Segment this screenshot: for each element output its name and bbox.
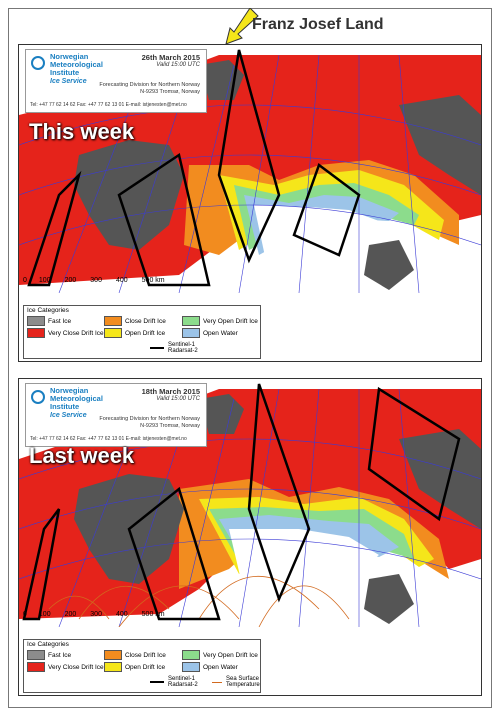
legend-title: Ice Categories xyxy=(27,641,69,648)
legend-label: Very Close Drift Ice xyxy=(48,329,104,337)
sentinel-legend: Sentinel-1 Radarsat-2 xyxy=(150,676,198,688)
sentinel-label: Sentinel-1 Radarsat-2 xyxy=(168,342,198,354)
institute-name: Norwegian Meteorological Institute xyxy=(50,386,103,411)
scale-tick: 100 xyxy=(38,277,51,284)
ice-chart-last-week: Norwegian Meteorological Institute Ice S… xyxy=(18,378,482,696)
open-drift-swatch xyxy=(104,328,122,338)
week-label: Last week xyxy=(29,443,135,468)
chart-date: 26th March 2015 xyxy=(141,53,200,62)
met-header: Norwegian Meteorological Institute Ice S… xyxy=(25,383,207,447)
scale-tick: 0 xyxy=(23,277,27,284)
very-close-drift-swatch xyxy=(27,328,45,338)
franz-josef-land-label: Franz Josef Land xyxy=(252,16,384,33)
legend-label: Very Open Drift Ice xyxy=(203,651,258,659)
legend-label: Very Open Drift Ice xyxy=(203,317,258,325)
legend-label: Very Close Drift Ice xyxy=(48,663,104,671)
legend-label: Open Water xyxy=(203,329,238,337)
institute-name: Norwegian Meteorological Institute xyxy=(50,52,103,77)
met-header: Norwegian Meteorological Institute Ice S… xyxy=(25,49,207,113)
legend-label: Open Drift Ice xyxy=(125,329,166,337)
close-drift-swatch xyxy=(104,316,122,326)
scale-tick: 0 xyxy=(23,611,27,618)
valid-time: Valid 15:00 UTC xyxy=(156,396,200,402)
service-name: Ice Service xyxy=(50,412,87,419)
scale-tick: 500 km xyxy=(141,277,165,284)
open-water-swatch xyxy=(182,328,200,338)
sentinel-legend: Sentinel-1 Radarsat-2 xyxy=(150,342,198,354)
open-water-swatch xyxy=(182,662,200,672)
division: Forecasting Division for Northern Norway xyxy=(99,82,200,88)
met-logo-icon xyxy=(31,56,45,70)
contact: Tel: +47 77 62 14 62 Fax: +47 77 62 13 0… xyxy=(30,102,187,108)
sst-legend: Sea Surface Temperature xyxy=(212,676,260,688)
callout-arrow-icon xyxy=(225,8,259,45)
legend-label: Open Drift Ice xyxy=(125,663,166,671)
legend-label: Close Drift Ice xyxy=(125,317,166,325)
scale-tick: 400 xyxy=(115,611,128,618)
chart-date: 18th March 2015 xyxy=(141,387,200,396)
very-open-drift-swatch xyxy=(182,316,200,326)
division: Forecasting Division for Northern Norway xyxy=(99,416,200,422)
very-open-drift-swatch xyxy=(182,650,200,660)
legend: Ice Categories Fast Ice Very Close Drift… xyxy=(23,305,261,359)
contact: Tel: +47 77 62 14 62 Fax: +47 77 62 13 0… xyxy=(30,436,187,442)
fast-ice-swatch xyxy=(27,316,45,326)
scale-tick: 100 xyxy=(38,611,51,618)
week-label: This week xyxy=(29,119,135,144)
legend-label: Close Drift Ice xyxy=(125,651,166,659)
sentinel-line-icon xyxy=(150,681,164,683)
very-close-drift-swatch xyxy=(27,662,45,672)
address: N-9293 Tromsø, Norway xyxy=(140,89,200,95)
address: N-9293 Tromsø, Norway xyxy=(140,423,200,429)
met-logo-icon xyxy=(31,390,45,404)
legend-label: Open Water xyxy=(203,663,238,671)
scale-tick: 200 xyxy=(64,277,77,284)
service-name: Ice Service xyxy=(50,78,87,85)
sst-label: Sea Surface Temperature xyxy=(226,676,260,688)
sentinel-line-icon xyxy=(150,347,164,349)
legend: Ice Categories Fast Ice Very Close Drift… xyxy=(23,639,261,693)
scale-tick: 300 xyxy=(90,611,102,618)
scale-bar: 0 100 200 300 400 500 km xyxy=(23,277,165,284)
legend-title: Ice Categories xyxy=(27,307,69,314)
legend-label: Fast Ice xyxy=(48,317,72,325)
scale-tick: 400 xyxy=(115,277,128,284)
ice-map xyxy=(19,45,481,293)
scale-tick: 500 km xyxy=(141,611,165,618)
scale-tick: 200 xyxy=(64,611,77,618)
scale-tick: 300 xyxy=(90,277,102,284)
sst-line-icon xyxy=(212,681,222,683)
scale-bar: 0 100 200 300 400 500 km xyxy=(23,611,165,618)
close-drift-swatch xyxy=(104,650,122,660)
fast-ice-swatch xyxy=(27,650,45,660)
legend-label: Fast Ice xyxy=(48,651,72,659)
sentinel-label: Sentinel-1 Radarsat-2 xyxy=(168,676,198,688)
open-drift-swatch xyxy=(104,662,122,672)
valid-time: Valid 15:00 UTC xyxy=(156,62,200,68)
ice-chart-this-week: Norwegian Meteorological Institute Ice S… xyxy=(18,44,482,362)
